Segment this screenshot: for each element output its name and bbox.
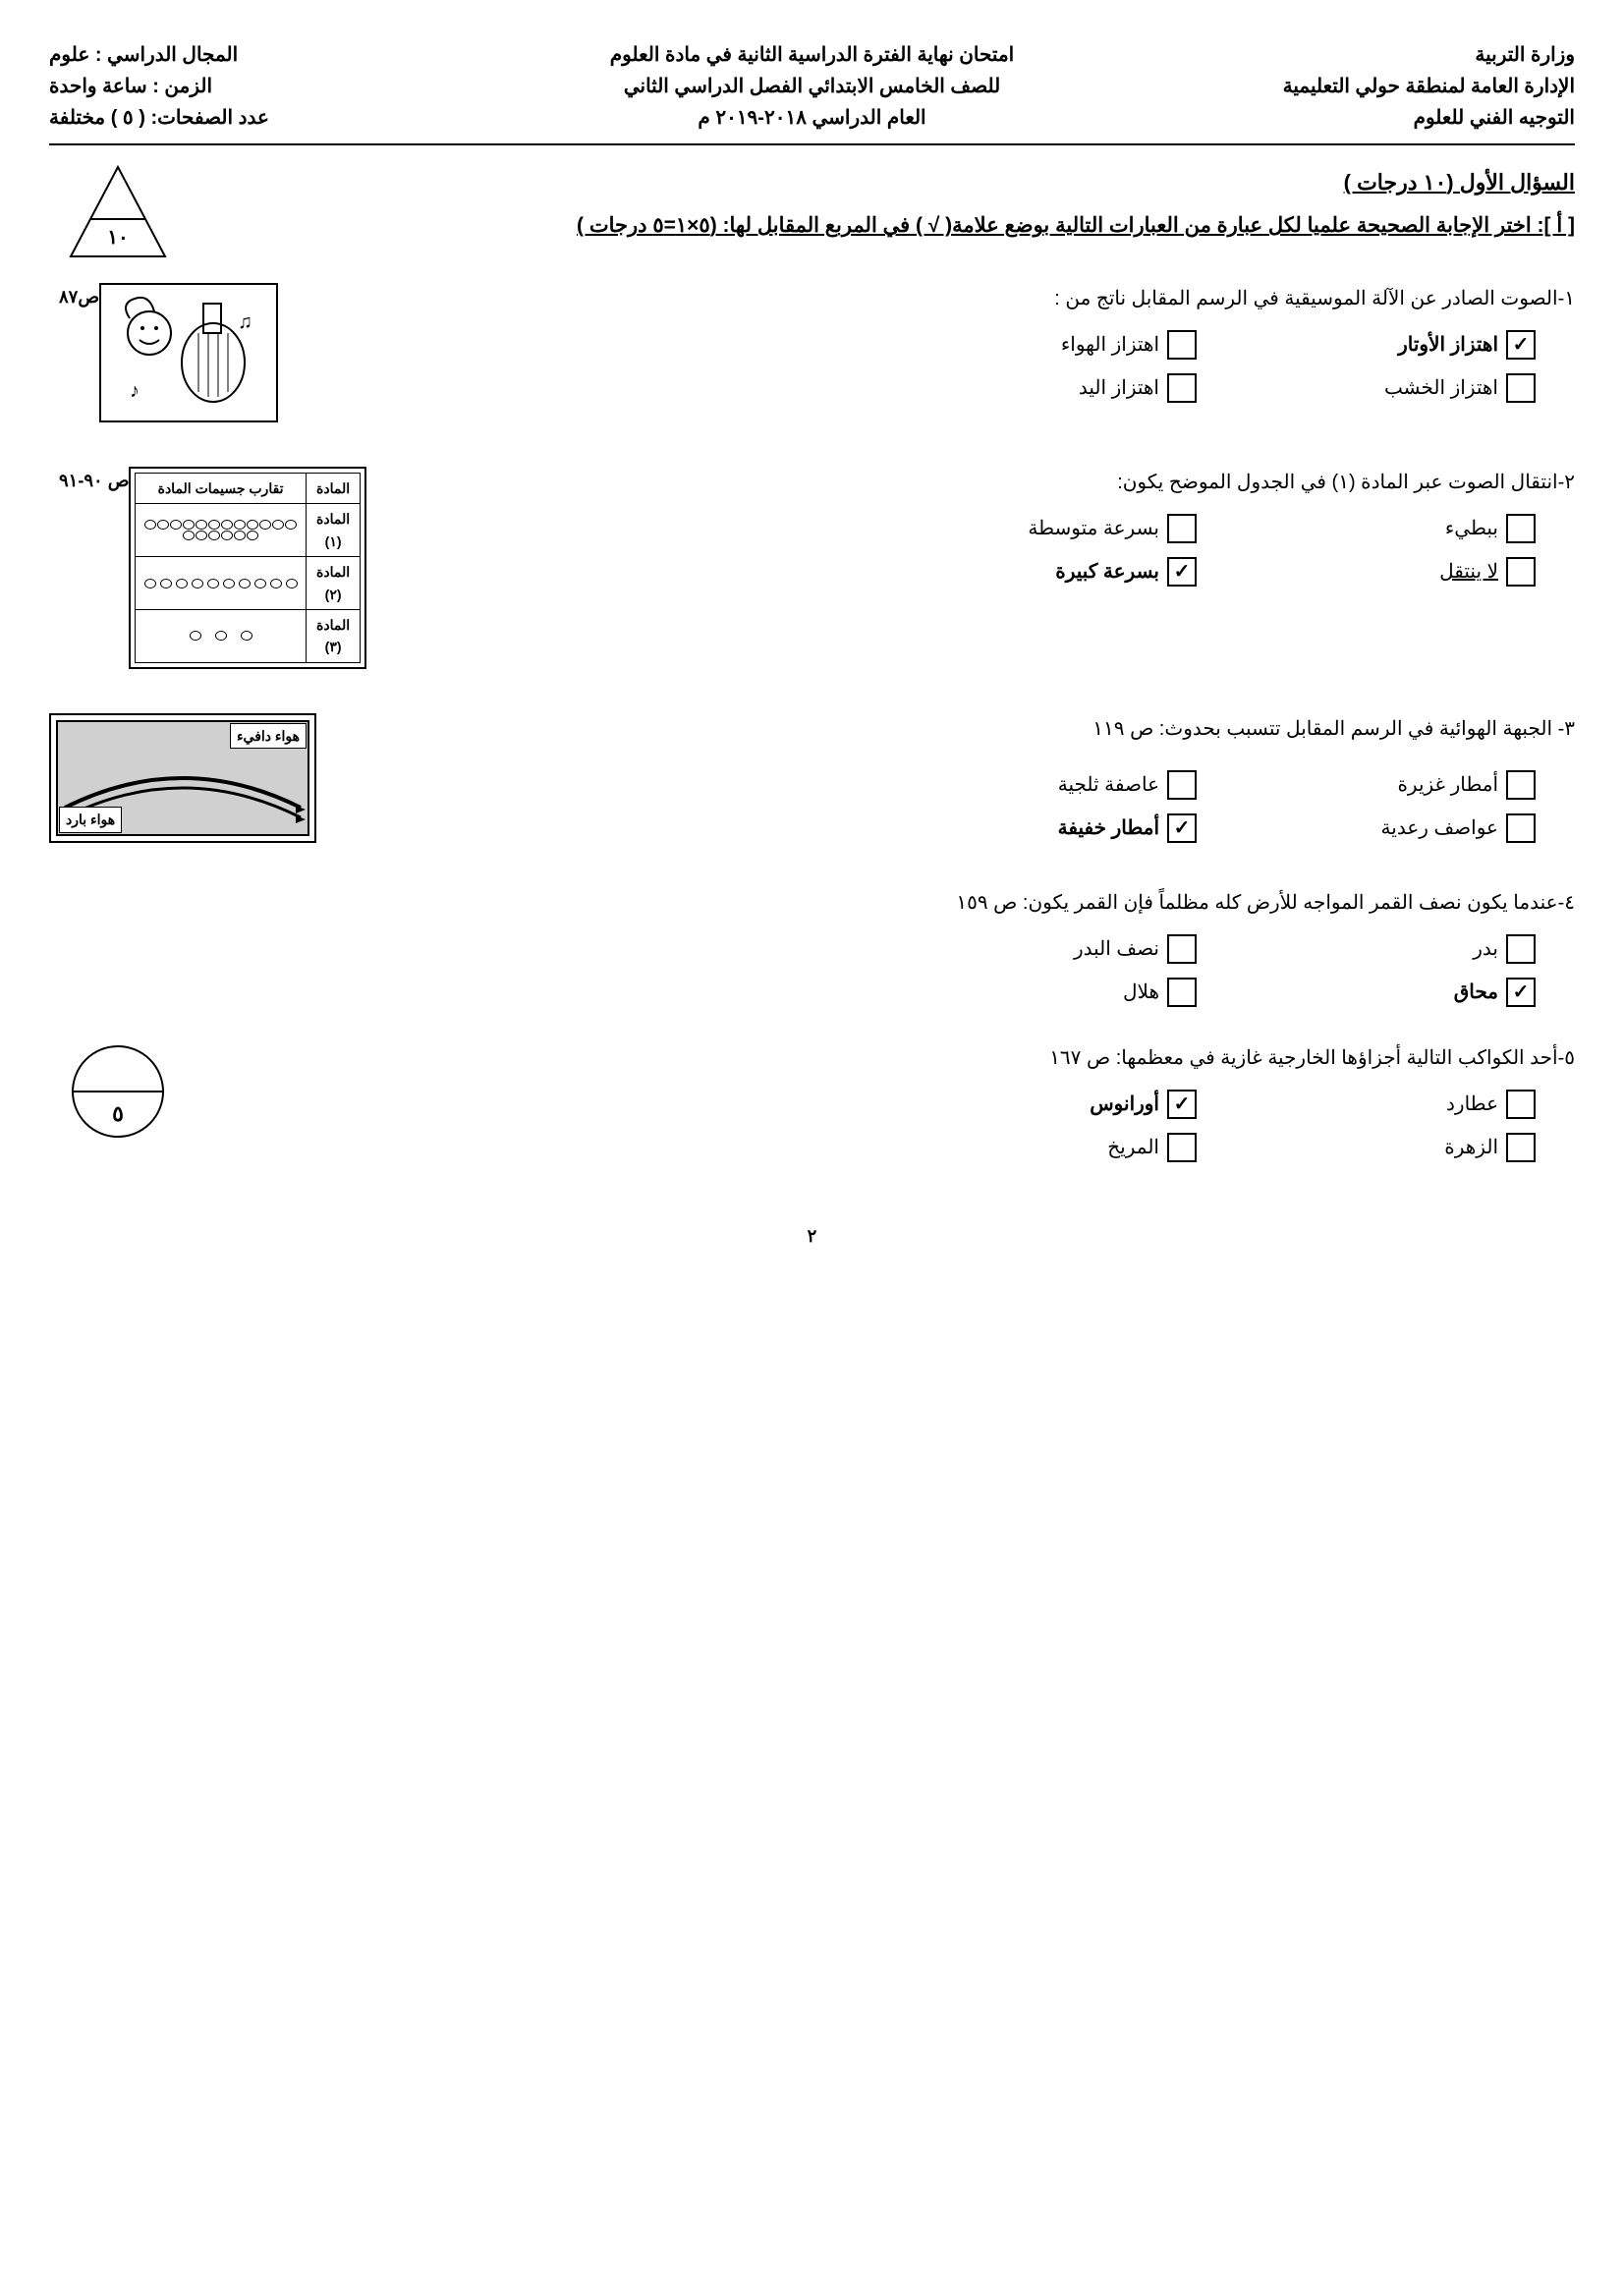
svg-text:♪: ♪ bbox=[130, 380, 140, 402]
q5-options: عطارد أورانوس الزهرة المريخ bbox=[897, 1089, 1536, 1163]
q2-opt-4[interactable]: بسرعة كبيرة bbox=[897, 556, 1197, 588]
circle-score-value: ٥ bbox=[112, 1101, 124, 1126]
svg-text:♫: ♫ bbox=[238, 311, 252, 333]
page-ref-2: ص ٩٠-٩١ bbox=[59, 467, 129, 495]
checkbox-icon bbox=[1506, 373, 1536, 403]
district: الإدارة العامة لمنطقة حولي التعليمية bbox=[1087, 71, 1575, 102]
q3-opt-4[interactable]: أمطار خفيفة bbox=[897, 812, 1197, 844]
question-sub-title: [ أ ]: اختر الإجابة الصحيحة علميا لكل عب… bbox=[49, 209, 1575, 243]
checkbox-icon bbox=[1506, 557, 1536, 587]
q1-opt-2[interactable]: اهتزاز الهواء bbox=[897, 329, 1197, 361]
exam-title-1: امتحان نهاية الفترة الدراسية الثانية في … bbox=[568, 39, 1056, 71]
checkbox-icon bbox=[1506, 514, 1536, 543]
q2-opt-1[interactable]: ببطيء bbox=[1236, 513, 1536, 544]
question-main-title: السؤال الأول (١٠ درجات ) bbox=[49, 165, 1575, 199]
checkbox-icon bbox=[1167, 934, 1197, 964]
warm-air-label: هواء دافيء bbox=[230, 723, 307, 749]
q1-opt-1[interactable]: اهتزاز الأوتار bbox=[1236, 329, 1536, 361]
q5-opt-2[interactable]: أورانوس bbox=[897, 1089, 1197, 1120]
exam-title-3: العام الدراسي ٢٠١٨-٢٠١٩ م bbox=[568, 102, 1056, 134]
checkbox-icon bbox=[1167, 330, 1197, 360]
figure-airfront: هواء دافيء هواء بارد bbox=[49, 713, 316, 843]
q3-options: أمطار غزيرة عاصفة ثلجية عواصف رعدية أمطا… bbox=[897, 769, 1536, 844]
question-2: ص ٩٠-٩١ المادة تقارب جسيمات المادة الماد… bbox=[49, 467, 1575, 679]
q1-opt-4[interactable]: اهتزاز اليد bbox=[897, 372, 1197, 404]
q3-opt-2[interactable]: عاصفة ثلجية bbox=[897, 769, 1197, 801]
q3-opt-1[interactable]: أمطار غزيرة bbox=[1236, 769, 1536, 801]
checkbox-icon bbox=[1506, 934, 1536, 964]
q4-options: بدر نصف البدر محاق هلال bbox=[897, 933, 1536, 1008]
q5-opt-1[interactable]: عطارد bbox=[1236, 1089, 1536, 1120]
figure-music: ♪ ♫ bbox=[99, 283, 278, 422]
q2-opt-3[interactable]: لا ينتقل bbox=[1236, 556, 1536, 588]
question-5: ٥ ٥-أحد الكواكب التالية أجزاؤها الخارجية… bbox=[49, 1042, 1575, 1163]
pages: عدد الصفحات: ( ٥ ) مختلفة bbox=[49, 102, 537, 134]
header-right: وزارة التربية الإدارة العامة لمنطقة حولي… bbox=[1087, 39, 1575, 134]
score-circle: ٥ bbox=[69, 1042, 167, 1141]
score-triangle: ١٠ bbox=[69, 165, 167, 258]
checkbox-icon bbox=[1167, 813, 1197, 843]
exam-title-2: للصف الخامس الابتدائي الفصل الدراسي الثا… bbox=[568, 71, 1056, 102]
duration: الزمن : ساعة واحدة bbox=[49, 71, 537, 102]
checkbox-icon bbox=[1506, 1133, 1536, 1162]
page-number: ٢ bbox=[49, 1222, 1575, 1251]
checkbox-icon bbox=[1506, 978, 1536, 1007]
q3-opt-3[interactable]: عواصف رعدية bbox=[1236, 812, 1536, 844]
checkbox-icon bbox=[1506, 813, 1536, 843]
header-left: المجال الدراسي : علوم الزمن : ساعة واحدة… bbox=[49, 39, 537, 134]
q4-text: ٤-عندما يكون نصف القمر المواجه للأرض كله… bbox=[49, 887, 1575, 919]
checkbox-icon bbox=[1167, 1133, 1197, 1162]
checkbox-icon bbox=[1167, 770, 1197, 800]
checkbox-icon bbox=[1506, 1090, 1536, 1119]
q2-opt-2[interactable]: بسرعة متوسطة bbox=[897, 513, 1197, 544]
checkbox-icon bbox=[1506, 770, 1536, 800]
triangle-score-value: ١٠ bbox=[107, 227, 128, 249]
q1-opt-3[interactable]: اهتزاز الخشب bbox=[1236, 372, 1536, 404]
subject: المجال الدراسي : علوم bbox=[49, 39, 537, 71]
q5-text: ٥-أحد الكواكب التالية أجزاؤها الخارجية غ… bbox=[49, 1042, 1575, 1074]
checkbox-icon bbox=[1167, 373, 1197, 403]
figure-table: المادة تقارب جسيمات المادة المادة (١) ال… bbox=[129, 467, 366, 669]
cold-air-label: هواء بارد bbox=[59, 807, 122, 832]
header-center: امتحان نهاية الفترة الدراسية الثانية في … bbox=[568, 39, 1056, 134]
checkbox-icon bbox=[1167, 514, 1197, 543]
q4-opt-2[interactable]: نصف البدر bbox=[897, 933, 1197, 965]
exam-header: وزارة التربية الإدارة العامة لمنطقة حولي… bbox=[49, 39, 1575, 134]
q5-opt-3[interactable]: الزهرة bbox=[1236, 1132, 1536, 1163]
q4-opt-1[interactable]: بدر bbox=[1236, 933, 1536, 965]
checkbox-icon bbox=[1167, 557, 1197, 587]
dept: التوجيه الفني للعلوم bbox=[1087, 102, 1575, 134]
checkbox-icon bbox=[1167, 1090, 1197, 1119]
question-4: ٤-عندما يكون نصف القمر المواجه للأرض كله… bbox=[49, 887, 1575, 1008]
divider bbox=[49, 143, 1575, 145]
q5-opt-4[interactable]: المريخ bbox=[897, 1132, 1197, 1163]
page-ref-1: ص٨٧ bbox=[59, 283, 99, 311]
q2-options: ببطيء بسرعة متوسطة لا ينتقل بسرعة كبيرة bbox=[897, 513, 1536, 588]
question-3: هواء دافيء هواء بارد ٣- الجبهة الهوائية … bbox=[49, 713, 1575, 853]
ministry: وزارة التربية bbox=[1087, 39, 1575, 71]
checkbox-icon bbox=[1167, 978, 1197, 1007]
checkbox-icon bbox=[1506, 330, 1536, 360]
q1-options: اهتزاز الأوتار اهتزاز الهواء اهتزاز الخش… bbox=[897, 329, 1536, 404]
question-1: ص٨٧ ♪ ♫ ١-الصوت الصادر عن الآلة الموسيقي… bbox=[49, 283, 1575, 432]
q4-opt-4[interactable]: هلال bbox=[897, 977, 1197, 1008]
q4-opt-3[interactable]: محاق bbox=[1236, 977, 1536, 1008]
